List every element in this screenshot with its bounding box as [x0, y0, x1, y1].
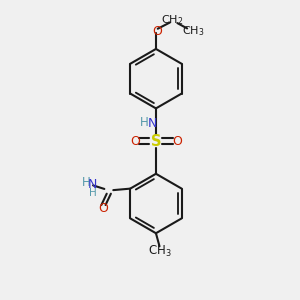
Text: CH$_2$: CH$_2$	[161, 13, 184, 27]
Text: O: O	[98, 202, 108, 215]
Text: S: S	[151, 134, 161, 148]
Text: O: O	[130, 135, 140, 148]
Text: N: N	[147, 117, 157, 130]
Text: H: H	[82, 176, 90, 190]
Text: O: O	[172, 135, 182, 148]
Text: H: H	[88, 188, 96, 197]
Text: H: H	[140, 116, 149, 129]
Text: O: O	[152, 25, 162, 38]
Text: CH$_3$: CH$_3$	[182, 25, 204, 38]
Text: CH$_3$: CH$_3$	[148, 244, 171, 259]
Text: N: N	[88, 178, 97, 191]
